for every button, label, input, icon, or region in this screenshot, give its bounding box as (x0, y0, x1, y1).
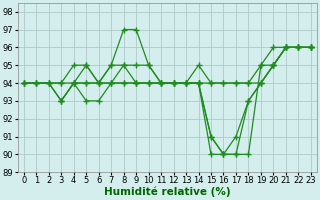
X-axis label: Humidité relative (%): Humidité relative (%) (104, 187, 231, 197)
